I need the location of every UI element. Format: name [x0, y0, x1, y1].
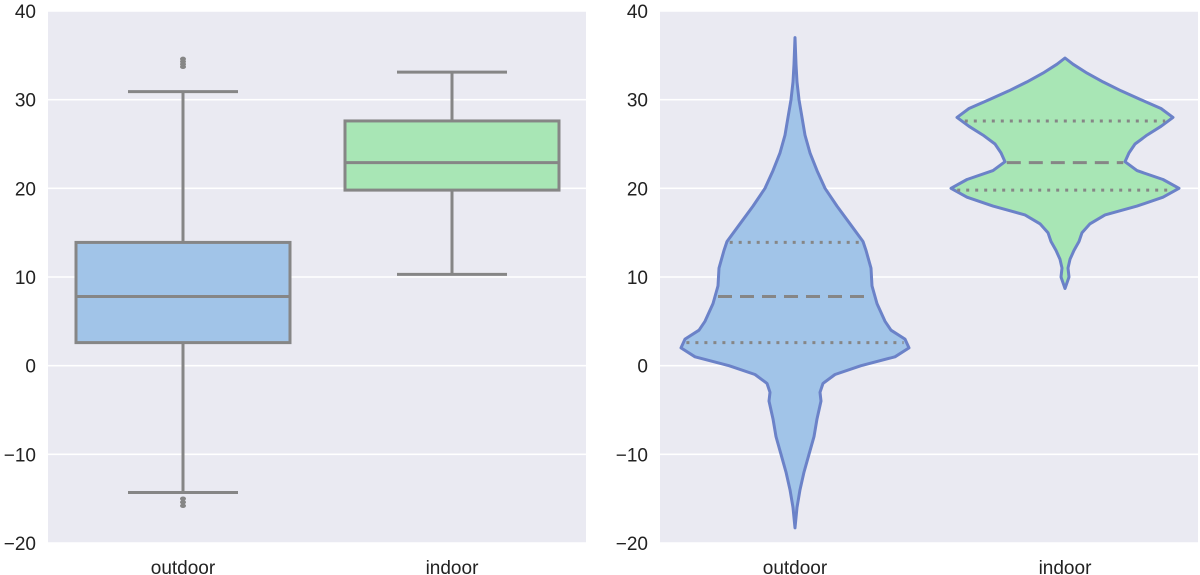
y-tick-label: 0 — [25, 357, 36, 378]
outlier-point — [180, 500, 186, 505]
y-tick-label: 40 — [15, 2, 36, 23]
y-tick-label: −20 — [4, 534, 36, 555]
x-tick-label: outdoor — [151, 558, 216, 575]
outlier-point — [180, 496, 186, 501]
violin-indoor — [949, 56, 1181, 290]
violinplot-panel: −20 −10 0 10 20 30 40 outdoor indoor — [616, 2, 1198, 575]
boxplot-panel: −20 −10 0 10 20 30 40 outdoor indoor — [4, 2, 586, 575]
y-tick-label: −10 — [4, 445, 36, 466]
violin-outdoor — [679, 36, 911, 530]
x-tick-label: outdoor — [763, 558, 828, 575]
y-tick-label: 20 — [15, 179, 36, 200]
y-tick-label: 30 — [627, 91, 648, 112]
y-tick-label: 10 — [15, 268, 36, 289]
x-tick-label: indoor — [1039, 558, 1092, 575]
y-tick-label: 40 — [627, 2, 648, 23]
y-tick-label: −20 — [616, 534, 648, 555]
outlier-point — [180, 64, 186, 70]
y-tick-label: 20 — [627, 179, 648, 200]
x-tick-label: indoor — [426, 558, 479, 575]
y-tick-label: 30 — [15, 91, 36, 112]
y-tick-label: 10 — [627, 268, 648, 289]
box-indoor — [343, 119, 561, 192]
y-tick-label: 0 — [637, 357, 648, 378]
outlier-point — [180, 503, 186, 508]
box-outdoor — [74, 240, 292, 345]
y-tick-label: −10 — [616, 445, 648, 466]
